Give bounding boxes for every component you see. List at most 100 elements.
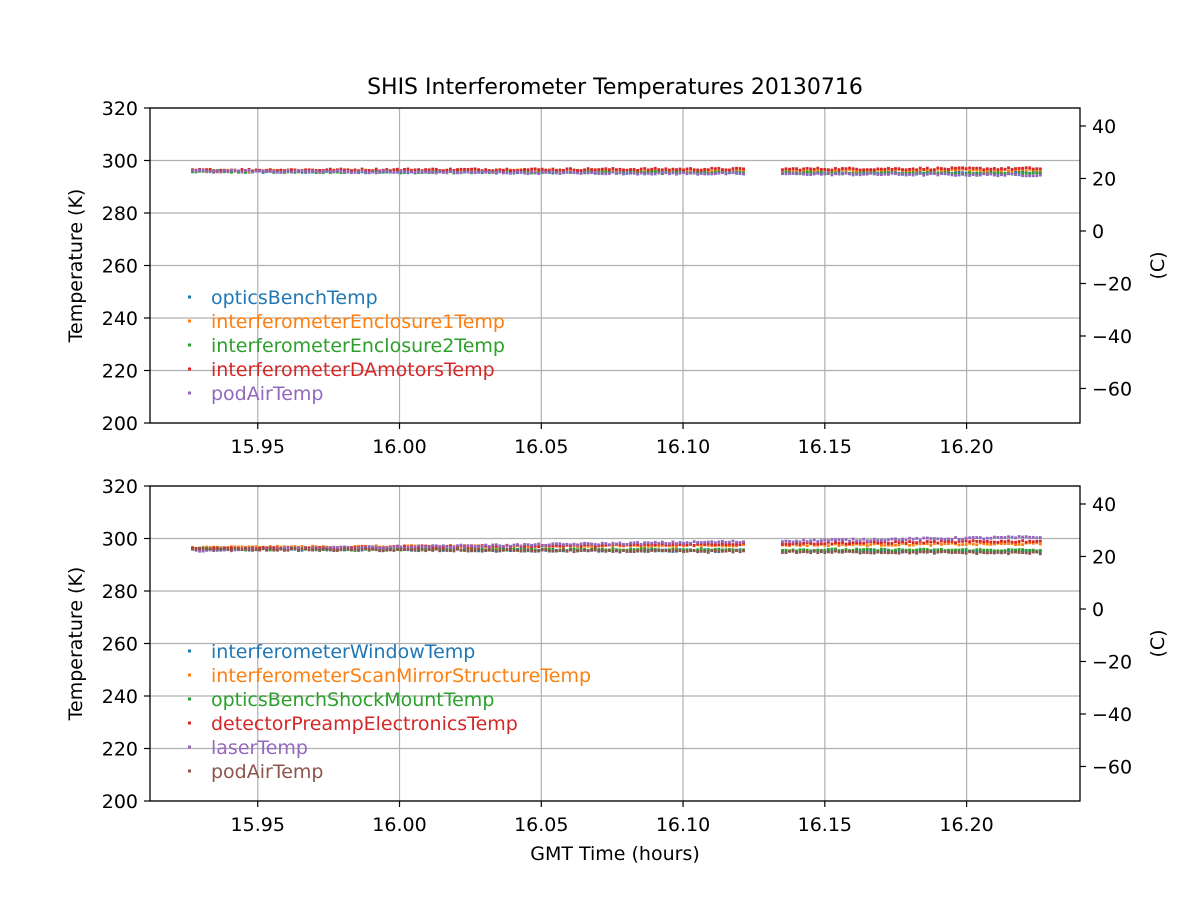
data-point: [844, 538, 848, 541]
data-point: [692, 543, 696, 547]
data-point: [501, 548, 505, 552]
data-point: [890, 167, 894, 171]
data-point: [537, 549, 541, 552]
data-point: [904, 541, 908, 545]
data-point: [201, 549, 205, 553]
data-point: [629, 171, 632, 175]
data-point: [237, 169, 240, 173]
data-point: [466, 170, 470, 174]
data-point: [509, 171, 512, 175]
data-point: [936, 541, 940, 545]
data-point: [791, 169, 795, 173]
data-point: [215, 547, 219, 550]
data-point: [894, 172, 897, 176]
data-point: [547, 170, 551, 174]
data-point: [350, 548, 353, 552]
data-point: [1035, 171, 1039, 175]
data-point: [858, 171, 862, 175]
data-point: [865, 549, 869, 553]
data-point: [724, 543, 728, 547]
y2-tick-label: 20: [1092, 546, 1116, 568]
data-point: [403, 168, 406, 171]
data-point: [629, 547, 632, 551]
data-point: [544, 548, 548, 552]
data-point: [731, 550, 735, 554]
data-point: [335, 169, 339, 173]
data-point: [1028, 174, 1032, 178]
data-point: [240, 170, 244, 174]
data-point: [438, 547, 442, 551]
data-point: [950, 168, 954, 172]
data-point: [551, 549, 555, 553]
data-point: [908, 536, 912, 540]
data-point: [819, 168, 823, 171]
data-point: [717, 170, 721, 174]
data-point: [971, 550, 975, 554]
top-panel: 15.95 16.00 16.05 16.10 16.15 16.202002202402…: [65, 98, 1169, 458]
data-point: [636, 541, 640, 544]
data-point: [957, 540, 961, 543]
data-point: [954, 170, 957, 174]
data-point: [989, 540, 993, 544]
data-point: [675, 168, 678, 171]
data-point: [357, 549, 360, 552]
data-point: [615, 549, 618, 553]
data-point: [791, 167, 795, 170]
data-point: [975, 173, 979, 177]
series-podAirTemp: [191, 168, 1042, 178]
data-point: [682, 548, 685, 552]
data-point: [307, 168, 311, 172]
data-point: [237, 545, 240, 549]
data-point: [908, 173, 912, 176]
data-point: [809, 539, 813, 543]
data-point: [484, 170, 488, 174]
data-point: [311, 546, 315, 550]
data-point: [650, 547, 654, 551]
data-point: [947, 548, 950, 552]
data-point: [985, 542, 989, 546]
data-point: [887, 166, 890, 170]
data-point: [894, 551, 897, 555]
data-point: [964, 536, 968, 540]
legend-label: podAirTemp: [211, 761, 323, 783]
data-point: [229, 168, 233, 172]
data-point: [908, 169, 912, 173]
data-point: [834, 167, 837, 170]
data-point: [664, 541, 668, 545]
data-point: [883, 170, 887, 174]
data-point: [346, 545, 350, 549]
data-point: [883, 539, 887, 542]
data-point: [1017, 540, 1021, 543]
data-point: [607, 548, 611, 552]
data-point: [936, 550, 940, 554]
data-point: [795, 172, 798, 176]
data-point: [717, 543, 721, 547]
data-point: [1014, 543, 1017, 547]
data-point: [615, 170, 618, 173]
data-point: [233, 546, 237, 550]
data-point: [699, 544, 703, 548]
data-point: [862, 168, 866, 172]
data-point: [791, 540, 795, 544]
data-point: [653, 166, 657, 170]
data-point: [675, 542, 678, 545]
data-point: [434, 547, 438, 551]
data-point: [265, 170, 269, 174]
data-point: [343, 545, 346, 549]
data-point: [646, 168, 650, 172]
data-point: [371, 545, 375, 549]
data-point: [883, 551, 887, 554]
data-point: [290, 168, 293, 172]
data-point: [975, 543, 979, 547]
data-point: [954, 551, 957, 554]
data-point: [431, 545, 435, 549]
data-point: [562, 543, 565, 546]
data-point: [1028, 548, 1032, 552]
data-point: [664, 543, 668, 547]
data-point: [328, 170, 332, 174]
data-point: [791, 542, 795, 546]
data-point: [890, 543, 894, 547]
data-point: [812, 167, 816, 171]
data-point: [314, 546, 318, 549]
data-point: [448, 167, 452, 171]
